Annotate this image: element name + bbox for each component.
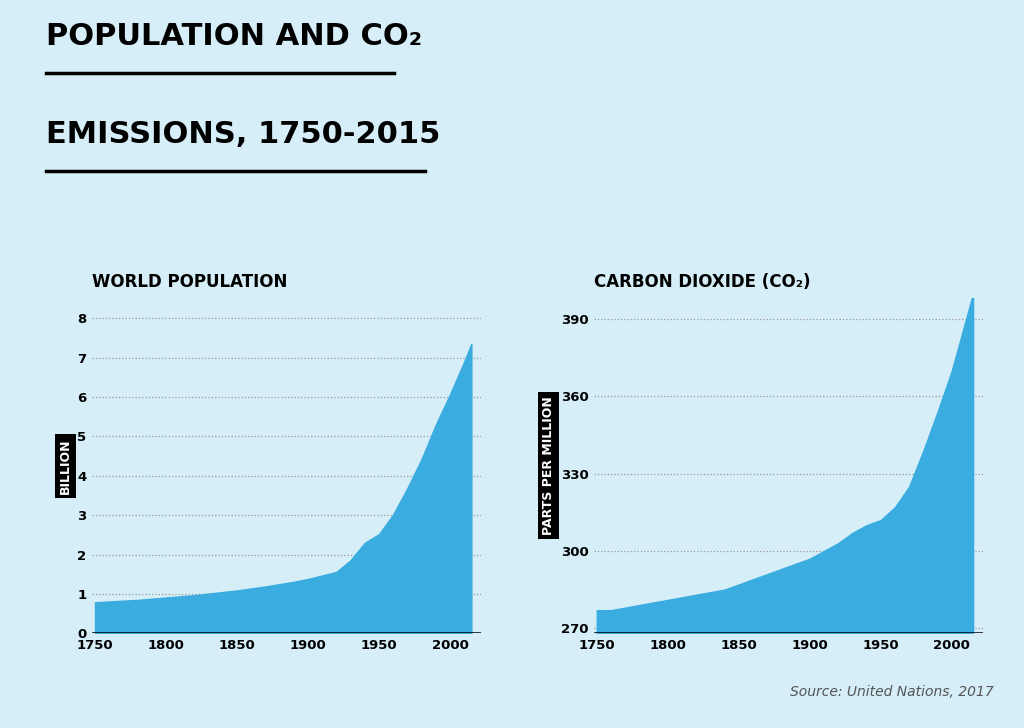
Text: Source: United Nations, 2017: Source: United Nations, 2017 [790, 685, 993, 699]
Text: CARBON DIOXIDE (CO₂): CARBON DIOXIDE (CO₂) [594, 274, 810, 291]
Y-axis label: BILLION: BILLION [58, 438, 72, 494]
Text: WORLD POPULATION: WORLD POPULATION [92, 274, 288, 291]
Text: POPULATION AND CO₂: POPULATION AND CO₂ [46, 22, 422, 51]
Y-axis label: PARTS PER MILLION: PARTS PER MILLION [542, 397, 555, 535]
Text: EMISSIONS, 1750-2015: EMISSIONS, 1750-2015 [46, 120, 440, 149]
